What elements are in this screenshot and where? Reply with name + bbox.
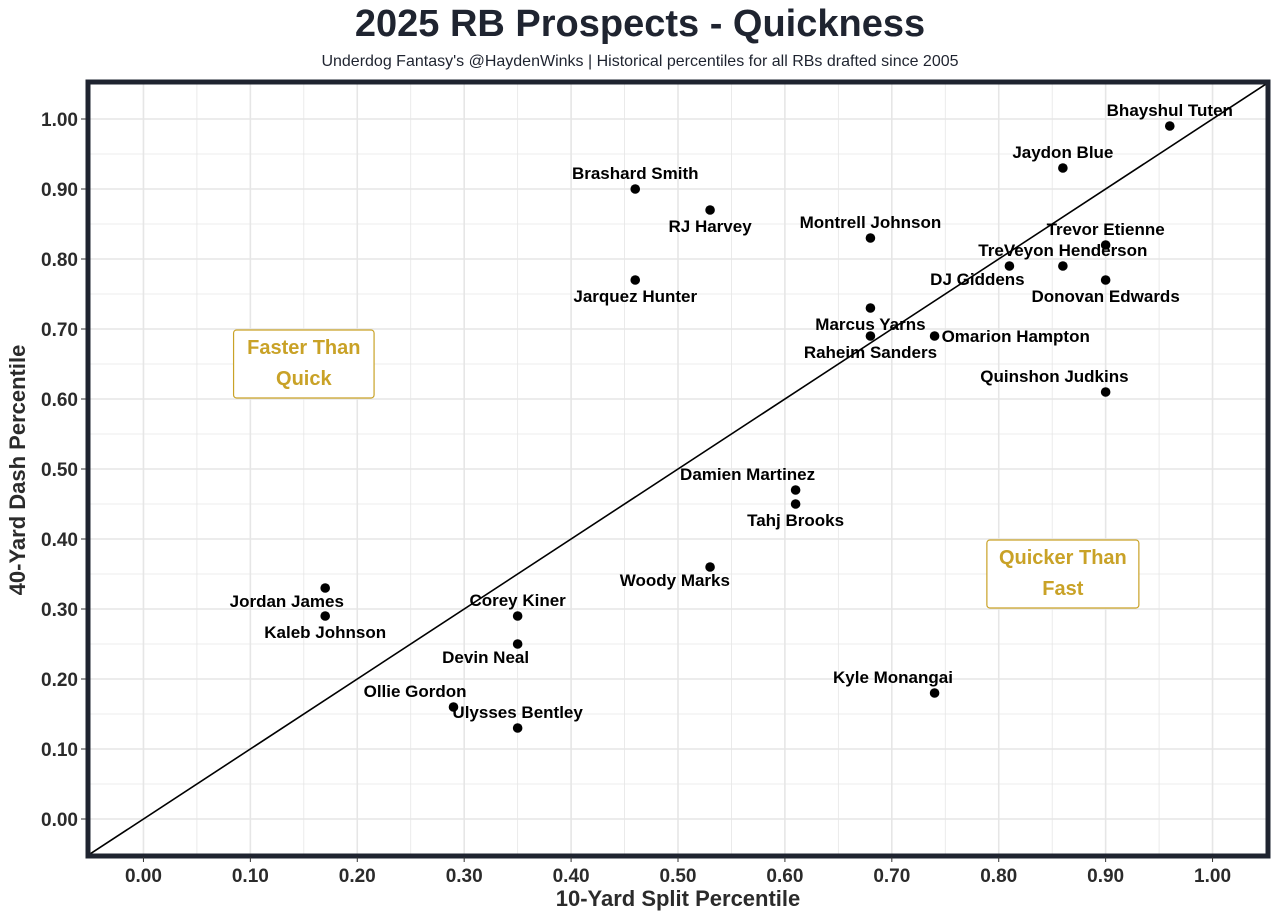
y-tick-label: 0.90 (41, 180, 78, 201)
x-tick-label: 1.00 (1194, 866, 1231, 887)
point-label: Tahj Brooks (747, 511, 844, 530)
point-label: Trevor Etienne (1047, 220, 1165, 239)
data-point (929, 688, 940, 698)
x-tick-label: 0.00 (125, 866, 162, 887)
x-tick-label: 0.50 (660, 866, 697, 887)
point-label: Jaydon Blue (1012, 143, 1113, 162)
y-axis-title: 40-Yard Dash Percentile (5, 345, 30, 596)
reference-line (90, 84, 1266, 854)
data-point (1058, 261, 1068, 271)
point-label: Kyle Monangai (833, 668, 953, 687)
annotation-group: Faster Than Quick Quicker Than Fast (232, 329, 1140, 609)
point-label: Montrell Johnson (800, 213, 942, 232)
chart-title: 2025 RB Prospects - Quickness (354, 3, 926, 45)
data-point (512, 611, 523, 621)
chart-subtitle: Underdog Fantasy's @HaydenWinks | Histor… (321, 53, 959, 70)
point-label: Quinshon Judkins (980, 367, 1128, 386)
y-tick-label: 0.80 (41, 250, 78, 271)
data-point (1100, 387, 1111, 397)
x-tick-label: 0.20 (339, 866, 376, 887)
point-label: Damien Martinez (680, 465, 815, 484)
point-label: Devin Neal (442, 648, 529, 667)
x-tick-label: 0.90 (1087, 866, 1124, 887)
data-point (1058, 163, 1068, 173)
data-point (1004, 261, 1015, 271)
region-annotation-box (232, 329, 375, 399)
data-point (865, 303, 876, 313)
y-tick-label: 0.50 (41, 460, 78, 481)
point-label: Jarquez Hunter (573, 287, 697, 306)
x-tick-label: 0.30 (446, 866, 483, 887)
reference-line-group (90, 84, 1266, 854)
point-labels: Bhayshul Tuten Jaydon Blue Brashard Smith R… (230, 101, 1233, 722)
x-tick-label: 0.60 (766, 866, 803, 887)
region-annotation-text: Faster Than (247, 337, 360, 359)
y-tick-label: 0.20 (41, 670, 78, 691)
point-label: Marcus Yarns (815, 315, 925, 334)
data-point (705, 205, 715, 215)
point-label: DJ Giddens (930, 270, 1024, 289)
data-point (1100, 275, 1111, 285)
y-tick-label: 0.30 (41, 600, 78, 621)
point-label: Jordan James (230, 592, 344, 611)
x-tick-label: 0.80 (980, 866, 1017, 887)
y-axis-ticks: 0.00 0.10 0.20 0.30 0.40 0.50 0.60 0.70 0.80 0.90… (41, 110, 86, 831)
data-point (1164, 121, 1175, 131)
region-annotation-text: Quicker Than (999, 547, 1127, 569)
data-point (790, 499, 801, 509)
y-tick-label: 0.00 (41, 810, 78, 831)
data-point (865, 233, 876, 243)
point-label: Donovan Edwards (1031, 287, 1179, 306)
data-point (630, 184, 641, 194)
point-label: Ulysses Bentley (452, 703, 583, 722)
point-label: Ollie Gordon (364, 682, 467, 701)
point-label: Raheim Sanders (804, 343, 937, 362)
y-tick-label: 0.40 (41, 530, 78, 551)
y-tick-label: 1.00 (41, 110, 78, 131)
region-annotation-text: Fast (1042, 578, 1083, 600)
y-tick-label: 0.70 (41, 320, 78, 341)
region-annotation: Faster Than Quick (232, 329, 375, 399)
x-tick-label: 0.10 (232, 866, 269, 887)
point-label: Bhayshul Tuten (1107, 101, 1233, 120)
point-label: Kaleb Johnson (264, 623, 386, 642)
data-points (320, 121, 1175, 733)
data-point (512, 723, 523, 733)
point-label: Omarion Hampton (942, 327, 1090, 346)
y-tick-label: 0.10 (41, 740, 78, 761)
point-label: Woody Marks (620, 571, 730, 590)
region-annotation-text: Quick (276, 368, 332, 390)
data-point (865, 331, 876, 341)
data-point (512, 639, 523, 649)
data-point (630, 275, 641, 285)
x-axis-ticks: 0.00 0.10 0.20 0.30 0.40 0.50 0.60 0.70 0.80 0.90… (125, 857, 1231, 887)
data-point (790, 485, 801, 495)
point-label: RJ Harvey (668, 217, 752, 236)
data-point (448, 702, 459, 712)
plot-frame (85, 79, 1271, 859)
point-label: Brashard Smith (572, 164, 699, 183)
region-annotation-box (986, 539, 1140, 609)
data-point (1100, 240, 1111, 250)
region-annotation: Quicker Than Fast (986, 539, 1140, 609)
point-label: TreVeyon Henderson (978, 241, 1147, 260)
data-point (929, 331, 940, 341)
data-point (320, 611, 331, 621)
x-tick-label: 0.40 (553, 866, 590, 887)
point-label: Corey Kiner (469, 591, 566, 610)
x-axis-title: 10-Yard Split Percentile (556, 886, 801, 911)
data-point (705, 562, 715, 572)
y-tick-label: 0.60 (41, 390, 78, 411)
data-point (320, 583, 331, 593)
x-tick-label: 0.70 (873, 866, 910, 887)
